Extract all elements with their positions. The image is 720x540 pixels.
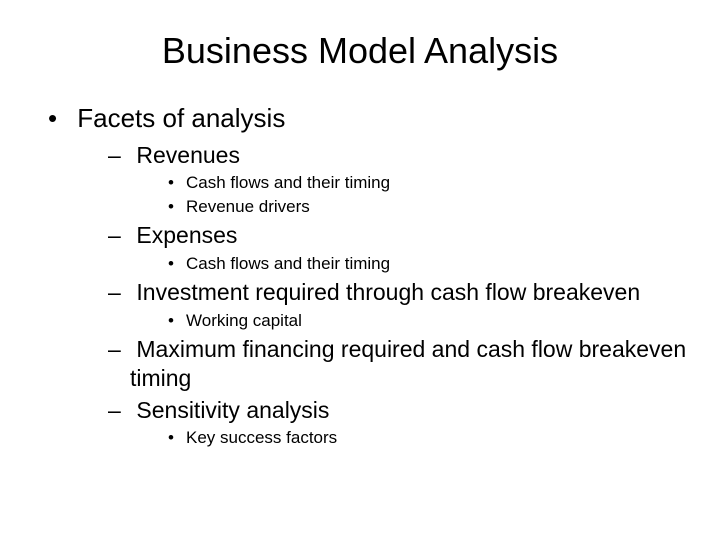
slide: Business Model Analysis Facets of analys… — [0, 0, 720, 540]
list-item: Expenses Cash flows and their timing — [108, 221, 690, 275]
bullet-text: Investment required through cash flow br… — [136, 279, 640, 305]
bullet-text: Working capital — [186, 311, 302, 330]
bullet-text: Expenses — [136, 222, 237, 248]
bullet-list-level2: Revenues Cash flows and their timing Rev… — [70, 141, 690, 450]
list-item: Revenue drivers — [168, 196, 690, 218]
list-item: Investment required through cash flow br… — [108, 278, 690, 332]
list-item: Cash flows and their timing — [168, 253, 690, 275]
list-item: Facets of analysis Revenues Cash flows a… — [48, 102, 690, 449]
bullet-list-level1: Facets of analysis Revenues Cash flows a… — [30, 102, 690, 449]
bullet-list-level3: Cash flows and their timing — [130, 253, 690, 275]
bullet-list-level3: Key success factors — [130, 427, 690, 449]
list-item: Maximum financing required and cash flow… — [108, 335, 690, 393]
bullet-list-level3: Working capital — [130, 310, 690, 332]
bullet-list-level3: Cash flows and their timing Revenue driv… — [130, 172, 690, 218]
bullet-text: Sensitivity analysis — [136, 397, 329, 423]
bullet-text: Revenue drivers — [186, 197, 310, 216]
bullet-text: Cash flows and their timing — [186, 254, 390, 273]
list-item: Sensitivity analysis Key success factors — [108, 396, 690, 450]
bullet-text: Revenues — [136, 142, 240, 168]
list-item: Cash flows and their timing — [168, 172, 690, 194]
slide-title: Business Model Analysis — [30, 30, 690, 72]
bullet-text: Key success factors — [186, 428, 337, 447]
list-item: Revenues Cash flows and their timing Rev… — [108, 141, 690, 219]
bullet-text: Facets of analysis — [77, 103, 285, 133]
list-item: Working capital — [168, 310, 690, 332]
list-item: Key success factors — [168, 427, 690, 449]
bullet-text: Cash flows and their timing — [186, 173, 390, 192]
bullet-text: Maximum financing required and cash flow… — [130, 336, 686, 391]
